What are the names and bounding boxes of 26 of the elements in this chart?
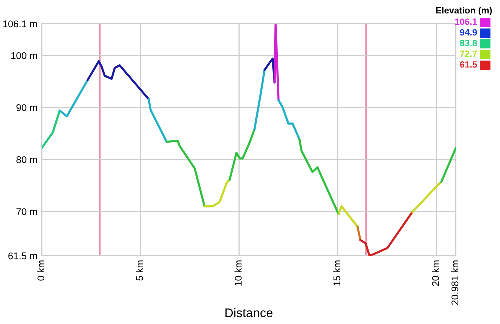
line-series	[204, 178, 231, 208]
line-series	[298, 138, 340, 216]
line-series	[166, 140, 206, 208]
x-tick-label: 10 km	[234, 260, 242, 286]
line-series	[86, 60, 150, 100]
y-tick-label: 100 m	[12, 52, 38, 60]
color-bar-label: 106.1	[455, 18, 478, 26]
y-tick-label: 70 m	[16, 208, 38, 216]
line-series	[228, 128, 256, 182]
line-series	[360, 211, 414, 256]
line-series	[278, 99, 301, 140]
y-tick-label: 80 m	[16, 156, 38, 164]
x-tick-label: 20 km	[432, 260, 440, 286]
color-bar-label: 94.9	[460, 29, 478, 36]
color-bar-label: 61.5	[460, 61, 478, 68]
x-tick-label: 0 km	[37, 260, 45, 281]
y-tick-label: 61.5 m	[8, 252, 38, 260]
x-tick-label: 5 km	[136, 260, 144, 281]
x-axis-title: Distance	[226, 308, 273, 318]
color-bar-label: 72.7	[460, 50, 478, 58]
x-tick-label: 15 km	[333, 260, 341, 286]
x-tick-label: 20.981 km	[451, 260, 459, 306]
color-bar-title: Elevation (m)	[436, 7, 492, 16]
color-bar-label: 83.8	[460, 40, 478, 46]
y-tick-label: 90 m	[16, 104, 38, 112]
y-tick-label: 106.1 m	[3, 20, 38, 28]
